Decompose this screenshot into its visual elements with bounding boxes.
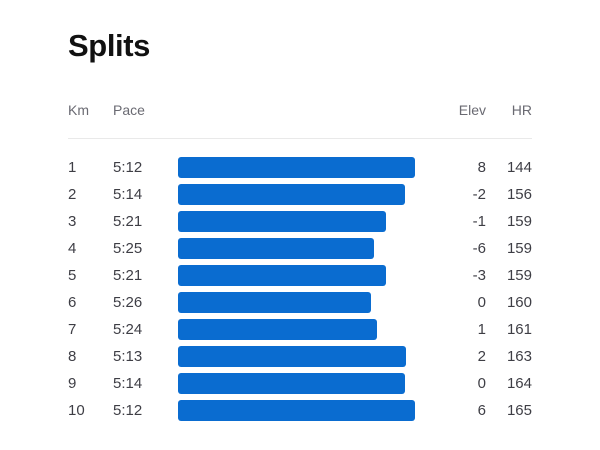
table-row: 3 5:21 -1 159 [68,208,532,235]
km-cell: 8 [68,348,77,365]
elev-cell: -6 [472,240,486,257]
hr-cell: 164 [506,375,532,392]
pace-cell: 5:21 [113,267,143,284]
pace-cell: 5:12 [113,402,143,419]
elev-cell: 8 [477,159,486,176]
elev-cell: 2 [477,348,486,365]
pace-bar [178,400,415,421]
pace-bar-track [178,373,436,394]
pace-bar [178,373,406,394]
km-cell: 2 [68,186,77,203]
pace-bar [178,346,406,367]
km-cell: 3 [68,213,77,230]
pace-bar [178,238,375,259]
hr-cell: 159 [506,240,532,257]
table-row: 8 5:13 2 163 [68,343,532,370]
pace-cell: 5:21 [113,213,143,230]
pace-bar-track [178,400,436,421]
table-row: 6 5:26 0 160 [68,289,532,316]
table-row: 4 5:25 -6 159 [68,235,532,262]
pace-cell: 5:26 [113,294,143,311]
pace-bar-track [178,238,436,259]
hr-cell: 144 [506,159,532,176]
hr-cell: 161 [506,321,532,338]
pace-bar [178,157,415,178]
splits-table: Km Pace Elev HR 1 5:12 8 144 2 5:14 -2 1… [68,100,532,424]
table-row: 2 5:14 -2 156 [68,181,532,208]
km-cell: 7 [68,321,77,338]
hr-cell: 159 [506,267,532,284]
pace-bar [178,292,371,313]
km-cell: 4 [68,240,77,257]
header-elev: Elev [458,102,486,118]
pace-bar [178,211,387,232]
pace-cell: 5:25 [113,240,143,257]
hr-cell: 163 [506,348,532,365]
table-row: 1 5:12 8 144 [68,154,532,181]
pace-bar [178,265,387,286]
pace-cell: 5:13 [113,348,143,365]
km-cell: 5 [68,267,77,284]
elev-cell: -2 [472,186,486,203]
table-row: 10 5:12 6 165 [68,397,532,424]
pace-bar-track [178,319,436,340]
table-row: 9 5:14 0 164 [68,370,532,397]
elev-cell: -3 [472,267,486,284]
pace-bar-track [178,157,436,178]
table-row: 5 5:21 -3 159 [68,262,532,289]
header-pace: Pace [113,102,145,118]
splits-table-header: Km Pace Elev HR [68,100,532,139]
pace-bar-track [178,346,436,367]
km-cell: 1 [68,159,77,176]
hr-cell: 159 [506,213,532,230]
pace-bar [178,319,378,340]
pace-cell: 5:24 [113,321,143,338]
pace-bar [178,184,406,205]
page-title: Splits [68,28,151,63]
km-cell: 6 [68,294,77,311]
hr-cell: 165 [506,402,532,419]
hr-cell: 160 [506,294,532,311]
pace-cell: 5:14 [113,375,143,392]
hr-cell: 156 [506,186,532,203]
pace-bar-track [178,292,436,313]
elev-cell: -1 [472,213,486,230]
elev-cell: 0 [477,294,486,311]
elev-cell: 6 [477,402,486,419]
header-km: Km [68,102,89,118]
table-row: 7 5:24 1 161 [68,316,532,343]
pace-bar-track [178,184,436,205]
pace-cell: 5:12 [113,159,143,176]
elev-cell: 1 [477,321,486,338]
pace-bar-track [178,211,436,232]
km-cell: 10 [68,402,85,419]
splits-table-body: 1 5:12 8 144 2 5:14 -2 156 3 5:21 -1 159 [68,139,532,424]
pace-cell: 5:14 [113,186,143,203]
km-cell: 9 [68,375,77,392]
pace-bar-track [178,265,436,286]
header-hr: HR [511,102,532,118]
elev-cell: 0 [477,375,486,392]
